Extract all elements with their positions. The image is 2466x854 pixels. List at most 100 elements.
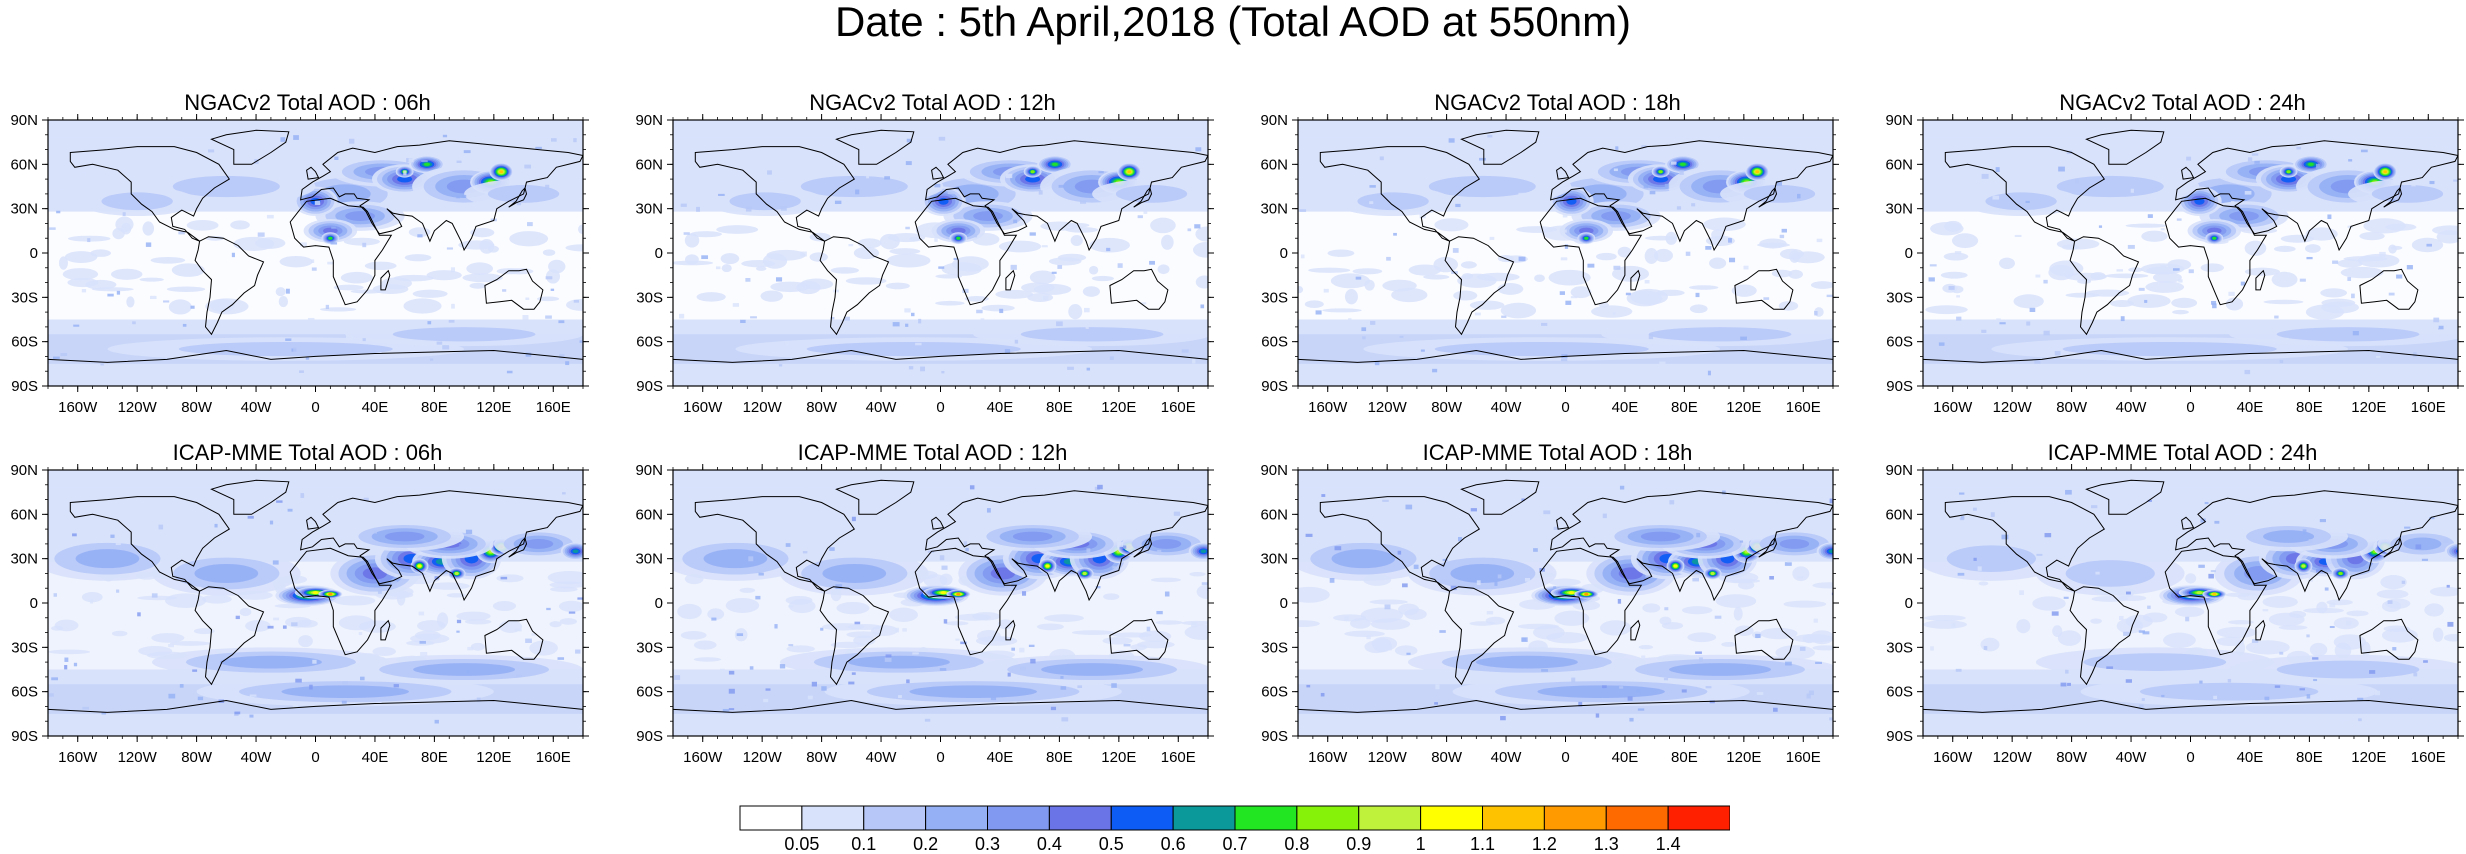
lat-tick-label: 60N bbox=[1885, 506, 1913, 523]
japan-outline bbox=[1758, 537, 1778, 558]
lat-tick-label: 30S bbox=[636, 289, 663, 306]
lon-tick-label: 120W bbox=[1993, 399, 2033, 416]
colorbar-swatch bbox=[863, 805, 927, 831]
lat-tick-label: 30N bbox=[10, 201, 38, 218]
lon-tick-label: 40E bbox=[2237, 399, 2264, 416]
greenland-outline bbox=[2085, 479, 2165, 515]
africa-outline bbox=[2164, 197, 2268, 306]
lon-tick-label: 40W bbox=[866, 749, 898, 766]
lon-tick-label: 40W bbox=[1491, 749, 1523, 766]
aod-map: 90N 60N 30N 0 30S 60S 90S 160W 120W 80W 40W 0 40E 80E… bbox=[1885, 462, 2464, 766]
uk-outline bbox=[1556, 166, 1570, 180]
australia-outline bbox=[2359, 268, 2419, 310]
africa-outline bbox=[2164, 547, 2268, 656]
lon-tick-label: 40E bbox=[362, 399, 389, 416]
lon-tick-label: 40E bbox=[987, 749, 1014, 766]
uk-outline bbox=[306, 516, 320, 530]
lon-tick-label: 120W bbox=[118, 399, 158, 416]
africa-outline bbox=[289, 547, 393, 656]
japan-outline bbox=[508, 537, 528, 558]
north-america-outline bbox=[1319, 496, 1481, 592]
colorbar-label: 0.6 bbox=[1161, 834, 1186, 854]
lon-tick-label: 120E bbox=[1101, 749, 1136, 766]
lon-tick-label: 40E bbox=[1612, 399, 1639, 416]
south-america-outline bbox=[819, 236, 890, 336]
lon-tick-label: 120E bbox=[476, 399, 511, 416]
lat-tick-label: 30S bbox=[636, 639, 663, 656]
lat-tick-label: 60N bbox=[635, 506, 663, 523]
greenland-outline bbox=[1460, 129, 1540, 165]
panel-title: NGACv2 Total AOD : 12h bbox=[809, 90, 1056, 115]
lon-tick-label: 160W bbox=[683, 399, 723, 416]
lat-tick-label: 30N bbox=[10, 551, 38, 568]
lon-tick-label: 80W bbox=[181, 399, 213, 416]
aod-map: 90N 60N 30N 0 30S 60S 90S 160W 120W 80W 40W 0 40E 80E… bbox=[10, 112, 589, 416]
lon-tick-label: 40W bbox=[241, 399, 273, 416]
madagascar-outline bbox=[1005, 269, 1016, 291]
lon-tick-label: 0 bbox=[311, 399, 319, 416]
south-america-outline bbox=[2069, 586, 2140, 686]
japan-outline bbox=[2383, 537, 2403, 558]
lat-tick-label: 30N bbox=[1260, 201, 1288, 218]
colorbar-swatch bbox=[1358, 805, 1422, 831]
lat-tick-label: 30N bbox=[635, 201, 663, 218]
japan-outline bbox=[1133, 187, 1153, 208]
lon-tick-label: 160W bbox=[58, 749, 98, 766]
antarctica-edge-outline bbox=[48, 699, 583, 713]
africa-outline bbox=[289, 197, 393, 306]
colorbar-swatch bbox=[1667, 805, 1730, 831]
lon-tick-label: 120E bbox=[1726, 749, 1761, 766]
lat-tick-label: 60N bbox=[635, 156, 663, 173]
lat-tick-label: 30N bbox=[635, 551, 663, 568]
antarctica-edge-outline bbox=[1923, 699, 2458, 713]
lat-tick-label: 60N bbox=[1260, 506, 1288, 523]
colorbar-label: 0.2 bbox=[913, 834, 938, 854]
map-panel: ICAP-MME Total AOD : 12h 90N 60N 30N 0 30S 60S… bbox=[625, 440, 1214, 780]
australia-outline bbox=[484, 618, 544, 660]
lat-tick-label: 30S bbox=[1886, 639, 1913, 656]
colorbar-label: 0.7 bbox=[1222, 834, 1247, 854]
uk-outline bbox=[1556, 516, 1570, 530]
antarctica-edge-outline bbox=[673, 349, 1208, 363]
colorbar-label: 1 bbox=[1416, 834, 1426, 854]
lon-tick-label: 160E bbox=[1161, 399, 1196, 416]
lat-tick-label: 60S bbox=[11, 334, 38, 351]
madagascar-outline bbox=[1005, 619, 1016, 641]
colorbar-label: 0.5 bbox=[1099, 834, 1124, 854]
south-america-outline bbox=[194, 586, 265, 686]
antarctica-edge-outline bbox=[1298, 699, 1833, 713]
lon-tick-label: 40W bbox=[866, 399, 898, 416]
eurasia-outline bbox=[2174, 140, 2458, 252]
africa-outline bbox=[914, 547, 1018, 656]
south-america-outline bbox=[2069, 236, 2140, 336]
greenland-outline bbox=[210, 479, 290, 515]
greenland-outline bbox=[835, 129, 915, 165]
eurasia-outline bbox=[2174, 490, 2458, 602]
antarctica-edge-outline bbox=[48, 349, 583, 363]
map-panel: ICAP-MME Total AOD : 24h 90N 60N 30N 0 30S 60S… bbox=[1875, 440, 2464, 780]
lat-tick-label: 30N bbox=[1885, 201, 1913, 218]
madagascar-outline bbox=[2255, 619, 2266, 641]
australia-outline bbox=[484, 268, 544, 310]
main-title: Date : 5th April,2018 (Total AOD at 550n… bbox=[834, 0, 1632, 45]
lat-tick-label: 90N bbox=[635, 462, 663, 479]
uk-outline bbox=[931, 166, 945, 180]
lon-tick-label: 40W bbox=[2116, 399, 2148, 416]
australia-outline bbox=[1734, 268, 1794, 310]
panel-title: ICAP-MME Total AOD : 24h bbox=[2047, 440, 2318, 465]
lat-tick-label: 30S bbox=[11, 289, 38, 306]
lon-tick-label: 80E bbox=[2296, 399, 2323, 416]
japan-outline bbox=[1133, 537, 1153, 558]
eurasia-outline bbox=[1549, 490, 1833, 602]
lon-tick-label: 80W bbox=[181, 749, 213, 766]
madagascar-outline bbox=[1630, 269, 1641, 291]
lon-tick-label: 160E bbox=[1786, 399, 1821, 416]
lat-tick-label: 90N bbox=[1885, 112, 1913, 129]
lat-tick-label: 0 bbox=[30, 245, 38, 262]
greenland-outline bbox=[1460, 479, 1540, 515]
australia-outline bbox=[1734, 618, 1794, 660]
colorbar-label: 1.3 bbox=[1594, 834, 1619, 854]
colorbar-label: 1.4 bbox=[1656, 834, 1681, 854]
south-america-outline bbox=[819, 586, 890, 686]
lon-tick-label: 0 bbox=[2186, 399, 2194, 416]
